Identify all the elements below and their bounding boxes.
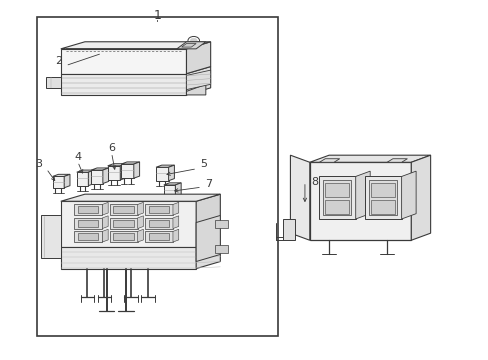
- Polygon shape: [61, 194, 220, 201]
- Polygon shape: [144, 218, 173, 229]
- Polygon shape: [107, 166, 120, 180]
- Bar: [370, 183, 394, 197]
- Polygon shape: [109, 204, 138, 215]
- Polygon shape: [365, 176, 401, 219]
- Bar: [78, 206, 98, 213]
- Polygon shape: [64, 174, 70, 188]
- Text: 1: 1: [153, 9, 161, 22]
- Polygon shape: [186, 70, 210, 90]
- Polygon shape: [186, 67, 210, 95]
- Polygon shape: [177, 42, 205, 49]
- Text: 6: 6: [108, 143, 115, 153]
- Polygon shape: [309, 162, 410, 240]
- Polygon shape: [168, 165, 174, 181]
- Polygon shape: [163, 183, 181, 185]
- Bar: [113, 220, 134, 227]
- Bar: [215, 245, 227, 253]
- Text: 7: 7: [204, 179, 211, 189]
- Polygon shape: [102, 168, 108, 184]
- Polygon shape: [175, 183, 181, 197]
- Bar: [325, 200, 349, 214]
- Circle shape: [190, 38, 197, 43]
- Bar: [148, 206, 169, 213]
- Text: 5: 5: [200, 159, 206, 169]
- Bar: [148, 233, 169, 240]
- Polygon shape: [120, 164, 126, 180]
- Polygon shape: [355, 171, 369, 219]
- Text: 8: 8: [310, 177, 318, 187]
- Bar: [37, 17, 278, 336]
- Polygon shape: [401, 171, 415, 219]
- Polygon shape: [196, 215, 220, 261]
- Polygon shape: [181, 44, 196, 47]
- Polygon shape: [61, 247, 196, 269]
- Polygon shape: [173, 229, 179, 242]
- Text: 4: 4: [74, 152, 81, 162]
- Polygon shape: [61, 74, 186, 95]
- Polygon shape: [173, 216, 179, 229]
- Polygon shape: [196, 237, 220, 269]
- Polygon shape: [138, 216, 143, 229]
- Polygon shape: [74, 218, 102, 229]
- Polygon shape: [102, 229, 108, 242]
- Bar: [148, 220, 169, 227]
- Text: 2: 2: [55, 56, 62, 66]
- Bar: [370, 200, 394, 214]
- Polygon shape: [91, 170, 102, 184]
- Text: 3: 3: [36, 159, 42, 169]
- Bar: [113, 233, 134, 240]
- Bar: [113, 206, 134, 213]
- Polygon shape: [61, 42, 210, 49]
- Polygon shape: [290, 155, 309, 240]
- Bar: [323, 180, 350, 215]
- Polygon shape: [61, 49, 186, 74]
- Polygon shape: [102, 216, 108, 229]
- Polygon shape: [319, 159, 339, 162]
- Polygon shape: [386, 159, 407, 162]
- Polygon shape: [283, 219, 295, 240]
- Polygon shape: [134, 162, 139, 178]
- Polygon shape: [121, 162, 139, 164]
- Polygon shape: [156, 165, 174, 167]
- Bar: [368, 180, 396, 215]
- Polygon shape: [156, 167, 168, 181]
- Polygon shape: [410, 155, 430, 240]
- Polygon shape: [144, 231, 173, 242]
- Polygon shape: [309, 155, 430, 162]
- Polygon shape: [88, 170, 94, 186]
- Polygon shape: [74, 231, 102, 242]
- Polygon shape: [46, 77, 61, 88]
- Polygon shape: [109, 218, 138, 229]
- Polygon shape: [196, 194, 220, 247]
- Bar: [78, 233, 98, 240]
- Polygon shape: [173, 202, 179, 215]
- Polygon shape: [144, 204, 173, 215]
- Polygon shape: [109, 231, 138, 242]
- Polygon shape: [91, 168, 108, 170]
- Polygon shape: [61, 201, 196, 247]
- Polygon shape: [138, 229, 143, 242]
- Bar: [215, 220, 227, 228]
- Polygon shape: [41, 215, 61, 258]
- Polygon shape: [319, 176, 355, 219]
- Polygon shape: [121, 164, 134, 178]
- Polygon shape: [186, 42, 210, 74]
- Polygon shape: [53, 176, 64, 188]
- Polygon shape: [138, 202, 143, 215]
- Polygon shape: [53, 174, 70, 176]
- Polygon shape: [107, 164, 126, 166]
- Polygon shape: [74, 204, 102, 215]
- Polygon shape: [77, 170, 94, 172]
- Polygon shape: [102, 202, 108, 215]
- Polygon shape: [77, 172, 88, 186]
- Bar: [78, 220, 98, 227]
- Polygon shape: [186, 84, 205, 95]
- Polygon shape: [163, 185, 175, 197]
- Bar: [325, 183, 349, 197]
